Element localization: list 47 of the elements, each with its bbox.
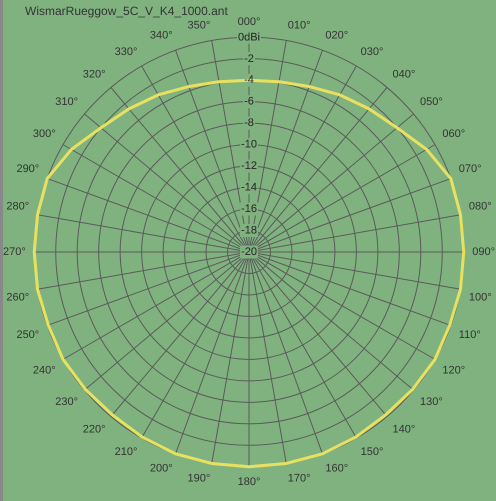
spoke-label: 180° (238, 476, 260, 488)
y-tick-label: 0dBi (238, 31, 260, 44)
spoke-label: 030° (360, 46, 384, 58)
spoke-label: 120° (442, 364, 466, 376)
y-tick-label: -18 (241, 224, 257, 237)
spoke-label: 040° (392, 68, 416, 80)
y-tick-label: -20 (241, 246, 257, 258)
spoke-label: 310° (55, 96, 78, 108)
spoke-label: 320° (82, 68, 106, 80)
chart-title: WismarRueggow_5C_V_K4_1000.ant (25, 4, 228, 18)
spoke-label: 020° (325, 30, 348, 42)
spoke-label: 170° (288, 472, 311, 484)
spoke-label: 330° (114, 46, 138, 58)
spoke-label: 140° (392, 424, 416, 436)
spoke-label: 250° (16, 328, 40, 341)
y-tick-label: -6 (244, 96, 254, 108)
spoke-label: 240° (32, 364, 56, 376)
spoke-label: 340° (150, 30, 173, 42)
y-tick-label: -8 (244, 117, 254, 130)
spoke-label: 270° (2, 246, 26, 258)
spoke-label: 290° (16, 163, 40, 176)
y-tick-label: -14 (241, 182, 257, 194)
spoke-label: 000° (238, 16, 260, 28)
spoke-label: 060° (442, 128, 466, 140)
spoke-label: 280° (6, 200, 30, 213)
spoke-label: 350° (187, 20, 210, 32)
spoke-label: 160° (325, 462, 348, 474)
spoke-label: 200° (150, 462, 173, 474)
spoke-label: 230° (55, 396, 78, 408)
spoke-label: 110° (458, 328, 481, 341)
spoke-label: 010° (288, 20, 311, 32)
spoke-label: 220° (82, 424, 106, 436)
y-tick-label: -2 (244, 52, 254, 65)
y-tick-label: -12 (241, 160, 257, 172)
y-tick-label: -10 (241, 138, 257, 151)
spoke-label: 130° (420, 396, 443, 408)
spoke-label: 150° (360, 446, 384, 458)
spoke-label: 050° (420, 96, 443, 108)
spoke-label: 080° (468, 200, 492, 213)
spoke-label: 070° (458, 163, 482, 176)
y-tick-label: -16 (241, 203, 257, 216)
spoke-label: 100° (468, 291, 492, 304)
spoke-label: 260° (6, 291, 30, 304)
spoke-label: 210° (114, 446, 138, 458)
spoke-label: 300° (32, 128, 56, 140)
spoke-label: 190° (187, 472, 210, 484)
spoke-label: 090° (472, 246, 496, 258)
